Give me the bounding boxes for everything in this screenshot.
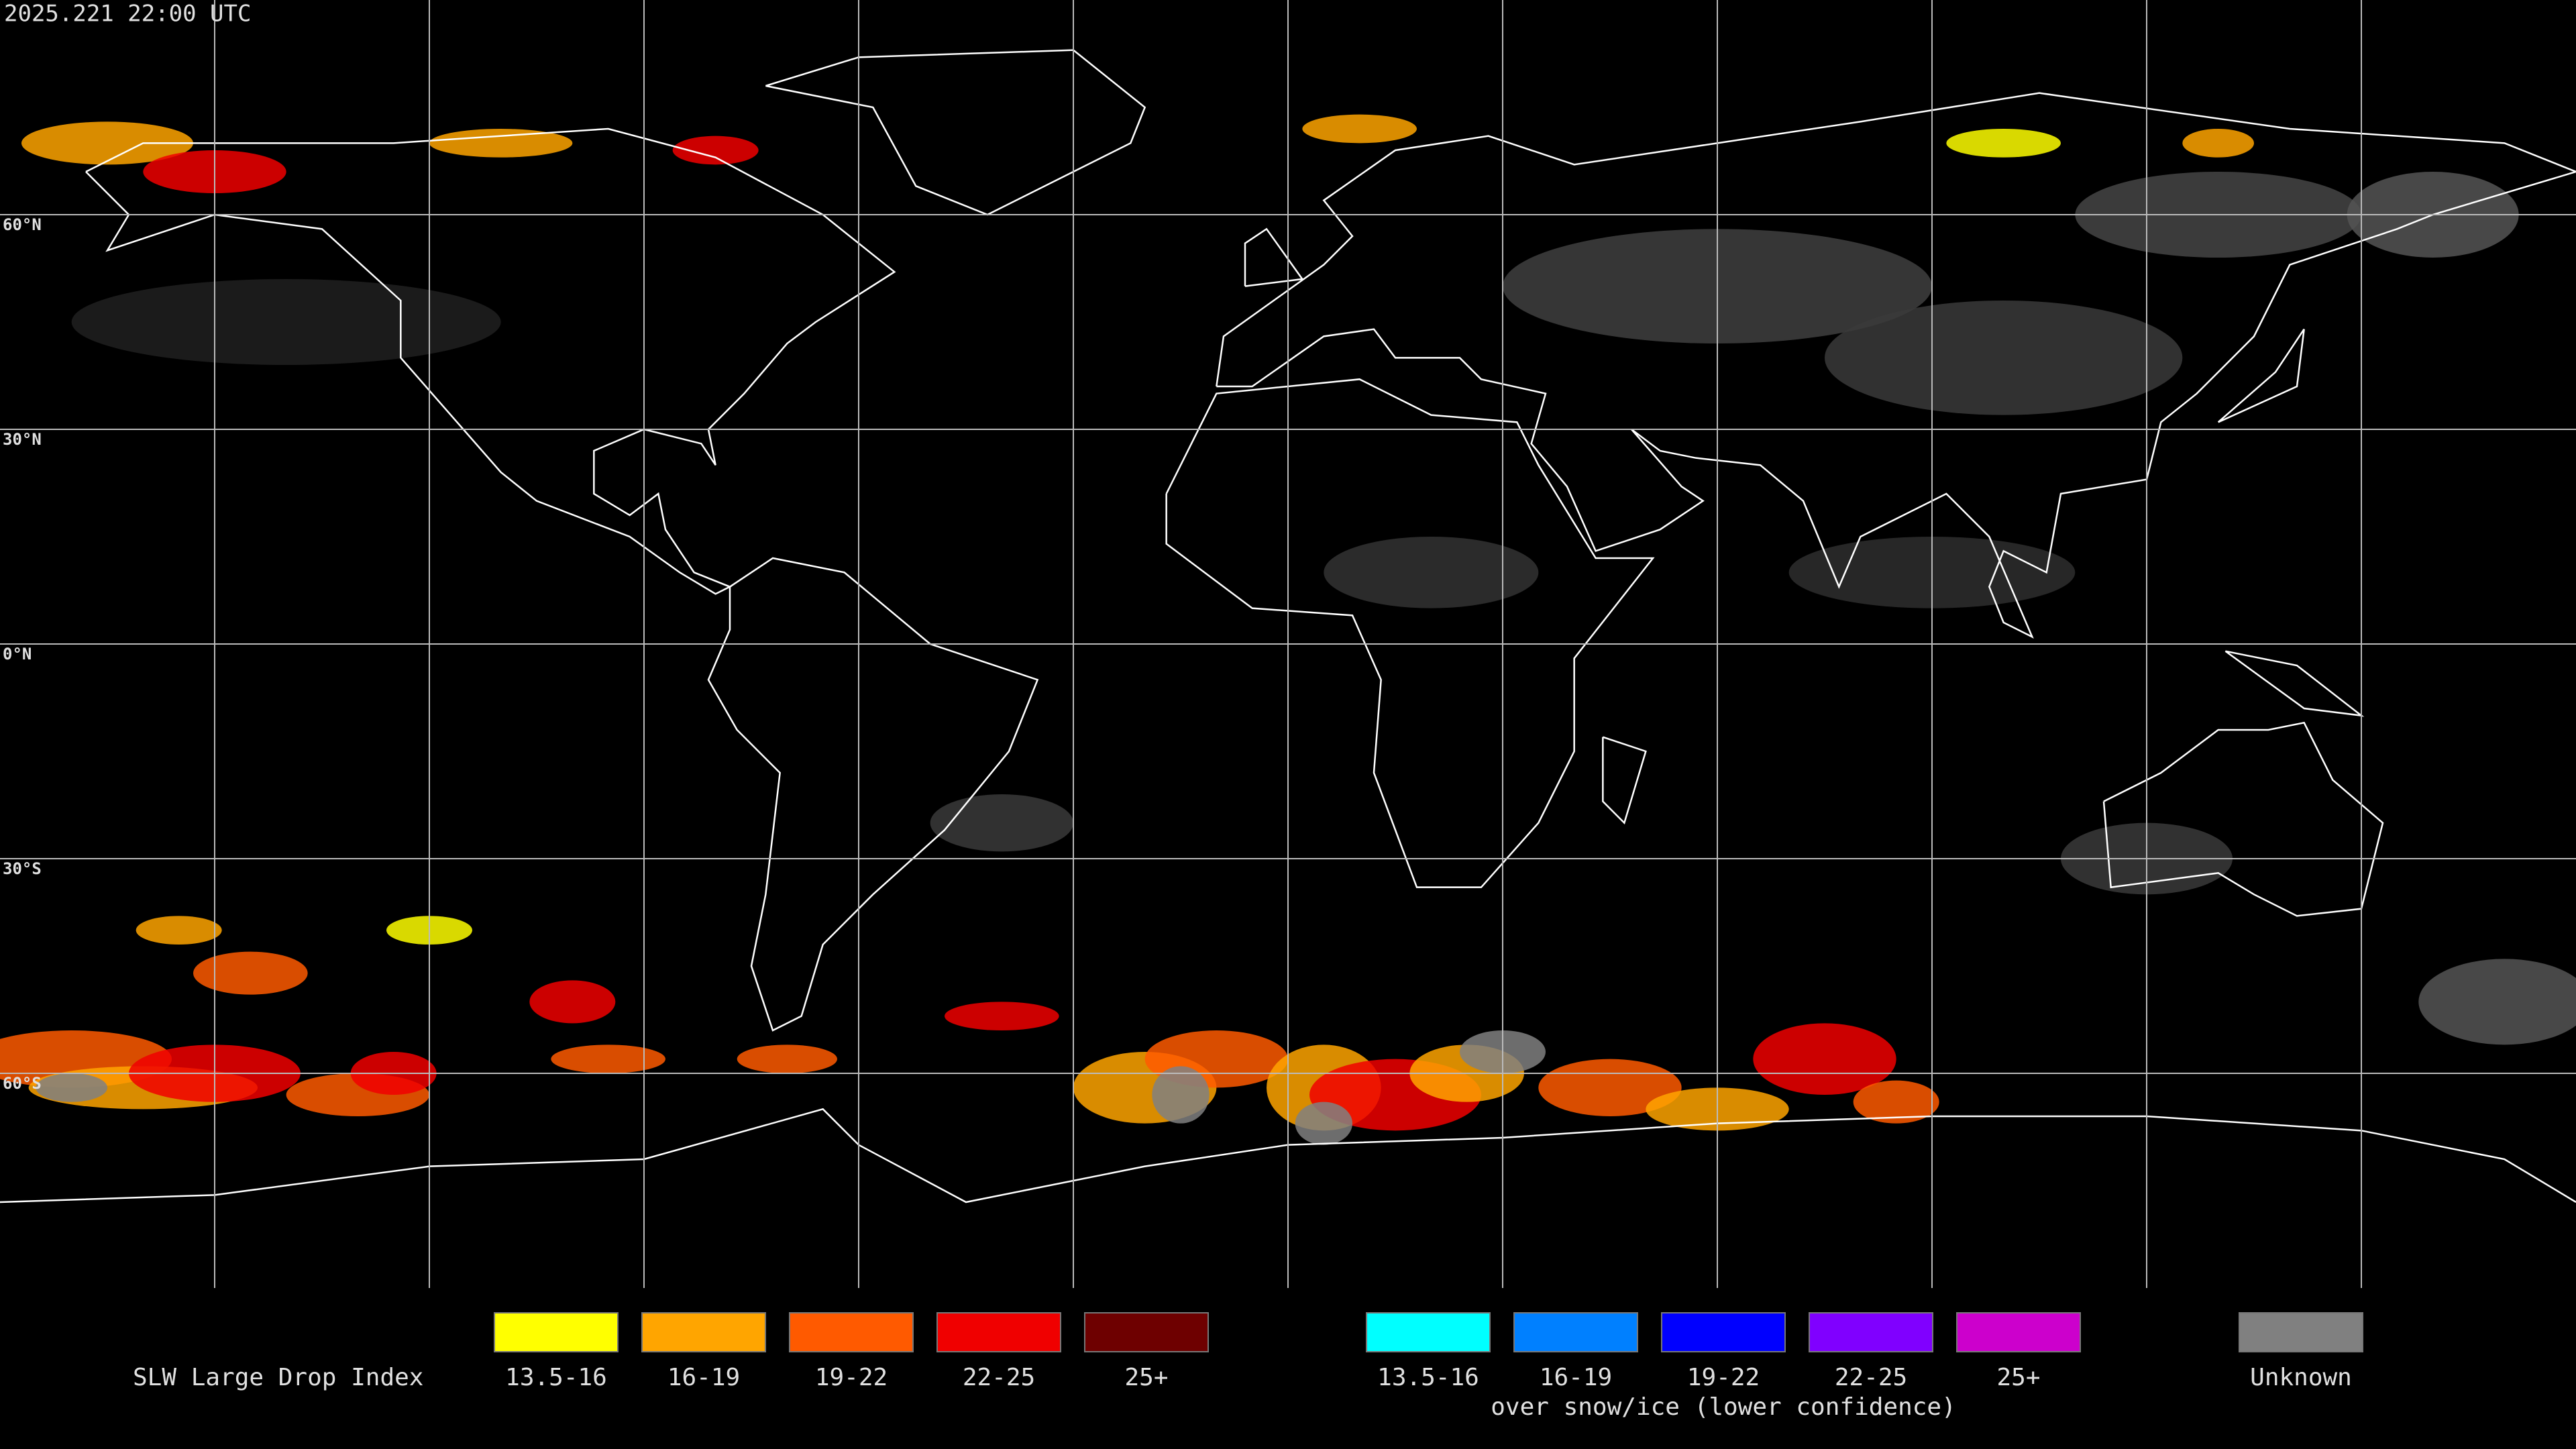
legend-label: 16-19 [667, 1364, 740, 1391]
coastline [1602, 736, 1647, 825]
legend-swatch [1809, 1312, 1933, 1352]
cloud-patch [737, 1044, 838, 1073]
coastlines [0, 49, 2576, 1203]
cloud-patch [1324, 537, 1539, 608]
legend-title: SLW Large Drop Index [133, 1364, 423, 1391]
coastline [765, 49, 1146, 216]
latitude-label: 30°N [3, 430, 42, 449]
cloud-patch [21, 121, 193, 165]
coastline [85, 127, 896, 595]
coastline [707, 557, 1039, 1032]
legend-swatch [1084, 1312, 1209, 1352]
coastline [2102, 721, 2384, 917]
cloud-patch [2182, 129, 2255, 158]
latitude-label: 30°S [3, 859, 42, 878]
cloud-patch [193, 951, 308, 995]
legend-caption: over snow/ice (lower confidence) [1491, 1393, 1956, 1421]
coastline [2217, 328, 2305, 423]
legend-label: 22-25 [1835, 1364, 1907, 1391]
legend-swatch [789, 1312, 914, 1352]
legend-label: 22-25 [963, 1364, 1035, 1391]
cloud-patch [429, 129, 573, 158]
legend: SLW Large Drop Index 13.5-16 16-19 19-22 22-… [133, 1312, 2363, 1421]
coastline [1165, 378, 1655, 888]
cloud-patch [1295, 1102, 1353, 1145]
cloud-patch [930, 794, 1074, 852]
legend-label: 13.5-16 [505, 1364, 607, 1391]
cloud-patch [1825, 300, 2183, 415]
legend-label: 25+ [1996, 1364, 2040, 1391]
cloud-patch [1946, 129, 2061, 158]
coastline [0, 1108, 2576, 1203]
legend-swatch [641, 1312, 766, 1352]
cloud-patch [1302, 114, 1417, 144]
cloud-patch [2418, 959, 2576, 1045]
cloud-patch [551, 1044, 666, 1073]
cloud-patch [71, 279, 501, 365]
coastline [1244, 227, 1304, 287]
cloud-patch [136, 916, 222, 945]
timestamp: 2025.221 22:00 UTC [4, 1, 251, 28]
legend-swatch [1513, 1312, 1638, 1352]
cloud-patch [1152, 1066, 1210, 1124]
cloud-patch [529, 980, 616, 1024]
legend-label: 19-22 [815, 1364, 888, 1391]
cloud-patch [1753, 1023, 1896, 1095]
legend-label: Unknown [2250, 1364, 2352, 1391]
latitude-label: 60°S [3, 1074, 42, 1093]
legend-swatch [1956, 1312, 2081, 1352]
graticule [0, 0, 2576, 1288]
legend-swatch [1366, 1312, 1491, 1352]
cloud-patch [36, 1073, 108, 1102]
cloud-patch [672, 136, 759, 165]
legend-swatch [494, 1312, 619, 1352]
latitude-label: 60°N [3, 215, 42, 234]
coastline [1216, 92, 2576, 639]
cloud-layer [0, 114, 2576, 1145]
legend-label: 13.5-16 [1377, 1364, 1479, 1391]
legend-label: 25+ [1124, 1364, 1168, 1391]
legend-swatch [1661, 1312, 1786, 1352]
legend-label: 16-19 [1540, 1364, 1612, 1391]
latitude-label: 0°N [3, 645, 32, 663]
legend-swatch [2239, 1312, 2363, 1352]
cloud-patch [1853, 1080, 1939, 1124]
legend-label: 19-22 [1687, 1364, 1760, 1391]
cloud-patch [945, 1002, 1059, 1030]
legend-swatch [936, 1312, 1061, 1352]
